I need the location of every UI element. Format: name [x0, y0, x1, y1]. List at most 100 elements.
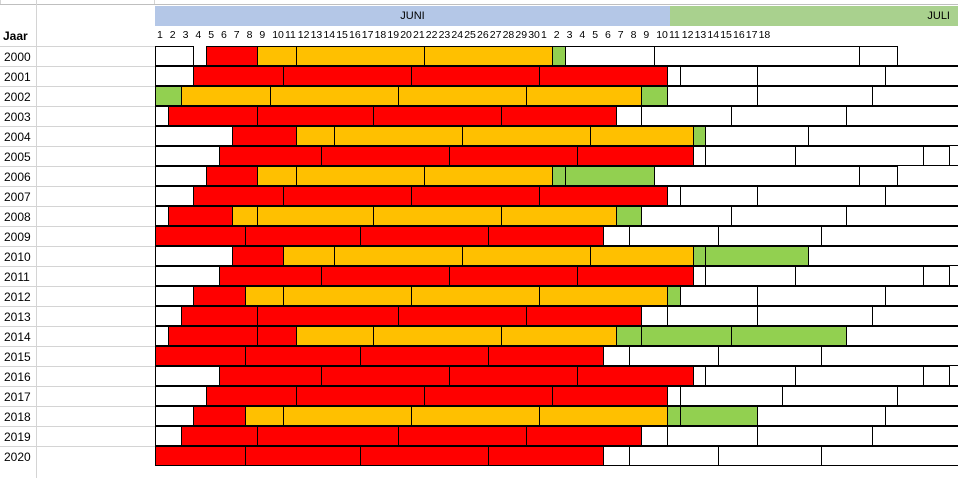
period-segment[interactable] [628, 226, 720, 246]
period-segment[interactable] [782, 386, 899, 406]
period-segment[interactable] [615, 106, 643, 126]
year-label[interactable]: 2012 [4, 290, 31, 304]
period-segment[interactable] [423, 166, 553, 186]
period-segment[interactable] [692, 126, 707, 146]
period-segment[interactable] [411, 66, 540, 86]
period-segment[interactable] [231, 206, 259, 226]
period-segment[interactable] [705, 366, 796, 386]
period-segment[interactable] [667, 86, 758, 106]
year-row[interactable] [155, 86, 958, 106]
period-segment[interactable] [180, 86, 272, 106]
period-segment[interactable] [449, 266, 579, 286]
period-segment[interactable] [257, 326, 297, 346]
period-segment[interactable] [641, 86, 668, 106]
period-segment[interactable] [155, 386, 208, 406]
period-segment[interactable] [270, 86, 400, 106]
period-segment[interactable] [219, 266, 323, 286]
period-segment[interactable] [731, 206, 848, 226]
period-segment[interactable] [167, 106, 259, 126]
period-segment[interactable] [359, 446, 489, 466]
period-segment[interactable] [539, 406, 668, 426]
period-segment[interactable] [641, 326, 732, 346]
year-row[interactable] [155, 46, 958, 66]
period-segment[interactable] [603, 346, 630, 366]
period-segment[interactable] [155, 366, 220, 386]
period-segment[interactable] [193, 286, 246, 306]
period-segment[interactable] [155, 66, 195, 86]
period-segment[interactable] [500, 106, 617, 126]
period-segment[interactable] [500, 206, 617, 226]
period-segment[interactable] [705, 126, 809, 146]
period-segment[interactable] [884, 186, 958, 206]
period-segment[interactable] [756, 406, 886, 426]
period-segment[interactable] [244, 226, 361, 246]
header-jaar[interactable]: Jaar [3, 29, 28, 43]
period-segment[interactable] [231, 246, 284, 266]
period-segment[interactable] [423, 386, 553, 406]
period-segment[interactable] [756, 186, 886, 206]
period-segment[interactable] [667, 286, 681, 306]
period-segment[interactable] [667, 66, 681, 86]
year-row[interactable] [155, 426, 958, 446]
year-label[interactable]: 2015 [4, 350, 31, 364]
period-segment[interactable] [295, 46, 425, 66]
period-segment[interactable] [487, 226, 604, 246]
period-segment[interactable] [155, 446, 246, 466]
period-segment[interactable] [155, 166, 208, 186]
period-segment[interactable] [718, 226, 822, 246]
period-segment[interactable] [372, 206, 502, 226]
period-segment[interactable] [423, 46, 553, 66]
period-segment[interactable] [603, 446, 630, 466]
period-segment[interactable] [795, 266, 924, 286]
period-segment[interactable] [654, 166, 860, 186]
period-segment[interactable] [564, 166, 656, 186]
period-segment[interactable] [526, 426, 643, 446]
period-segment[interactable] [795, 366, 924, 386]
period-segment[interactable] [871, 306, 958, 326]
period-segment[interactable] [667, 186, 681, 206]
period-segment[interactable] [155, 46, 195, 66]
period-segment[interactable] [679, 406, 758, 426]
year-label[interactable]: 2018 [4, 410, 31, 424]
period-segment[interactable] [219, 366, 323, 386]
year-row[interactable] [155, 126, 958, 146]
period-segment[interactable] [257, 426, 400, 446]
period-segment[interactable] [551, 386, 668, 406]
year-row[interactable] [155, 266, 958, 286]
period-segment[interactable] [731, 106, 848, 126]
period-segment[interactable] [679, 186, 758, 206]
period-segment[interactable] [206, 166, 259, 186]
period-segment[interactable] [193, 406, 246, 426]
period-segment[interactable] [705, 266, 796, 286]
period-segment[interactable] [551, 166, 566, 186]
period-segment[interactable] [155, 306, 182, 326]
year-label[interactable]: 2011 [4, 270, 30, 284]
period-segment[interactable] [155, 246, 233, 266]
period-segment[interactable] [628, 446, 720, 466]
period-segment[interactable] [155, 286, 195, 306]
period-segment[interactable] [756, 306, 873, 326]
year-label[interactable]: 2016 [4, 370, 31, 384]
period-segment[interactable] [155, 226, 246, 246]
period-segment[interactable] [462, 126, 592, 146]
period-segment[interactable] [539, 286, 668, 306]
period-segment[interactable] [667, 426, 758, 446]
period-segment[interactable] [167, 326, 259, 346]
year-label[interactable]: 2003 [4, 110, 31, 124]
period-segment[interactable] [526, 306, 643, 326]
year-label[interactable]: 2020 [4, 450, 31, 464]
period-segment[interactable] [641, 426, 668, 446]
period-segment[interactable] [155, 186, 195, 206]
period-segment[interactable] [257, 106, 374, 126]
period-segment[interactable] [155, 206, 169, 226]
period-segment[interactable] [564, 46, 656, 66]
period-segment[interactable] [807, 246, 958, 266]
period-segment[interactable] [577, 146, 694, 166]
year-label[interactable]: 2013 [4, 310, 31, 324]
year-label[interactable]: 2006 [4, 170, 31, 184]
period-segment[interactable] [692, 146, 707, 166]
period-segment[interactable] [654, 46, 860, 66]
period-segment[interactable] [487, 346, 604, 366]
period-segment[interactable] [897, 386, 958, 406]
period-segment[interactable] [193, 186, 284, 206]
